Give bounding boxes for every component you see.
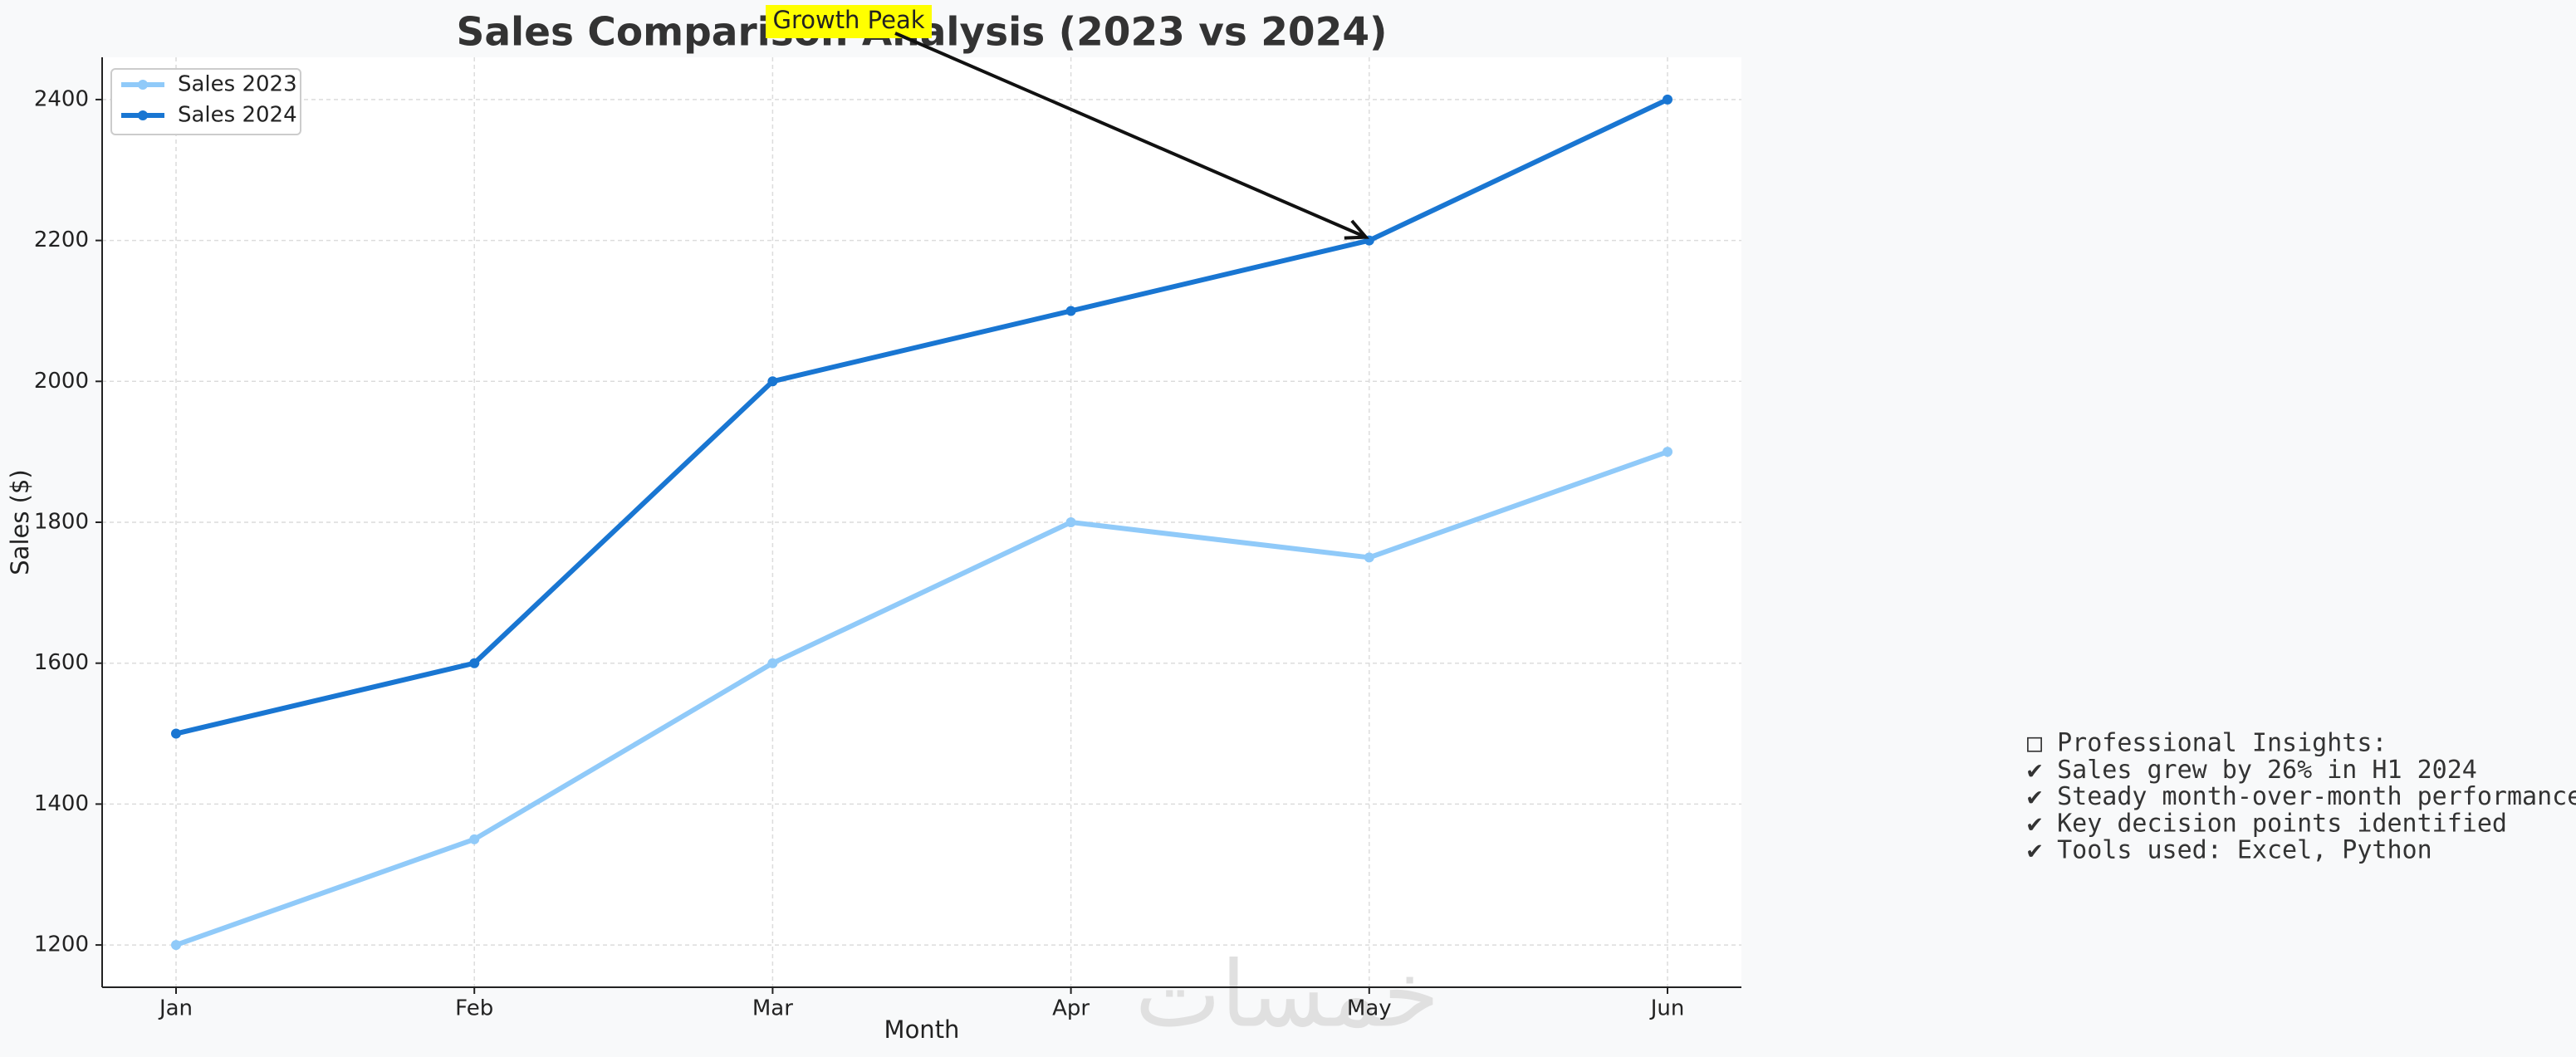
grid — [102, 57, 1741, 987]
legend-label: Sales 2024 — [178, 103, 297, 128]
y-tick-label: 2400 — [34, 86, 89, 111]
insight-line: ✔ Steady month-over-month performance — [2027, 782, 2576, 811]
legend: Sales 2023 Sales 2024 — [110, 68, 301, 135]
point — [469, 658, 480, 668]
annotation-text: Growth Peak — [772, 6, 924, 34]
annotation: Growth Peak — [766, 5, 1370, 240]
point — [767, 658, 778, 668]
point — [1065, 306, 1076, 316]
point — [767, 376, 778, 387]
watermark: خمسات — [1135, 941, 1440, 1047]
y-axis-label: Sales ($) — [6, 469, 34, 575]
point — [469, 834, 480, 844]
series-line — [174, 449, 1669, 947]
point — [1364, 552, 1374, 563]
point — [1065, 517, 1076, 527]
x-tick-label: Mar — [752, 996, 793, 1021]
point — [171, 728, 181, 739]
x-axis-label: Month — [884, 1015, 960, 1044]
point — [1663, 94, 1672, 105]
x-tick-label: Jun — [1649, 996, 1685, 1021]
y-tick-label: 1200 — [34, 932, 89, 957]
x-tick-label: May — [1347, 996, 1392, 1021]
point — [171, 940, 181, 951]
x-tick-label: Apr — [1052, 996, 1090, 1021]
y-tick-label: 1600 — [34, 650, 89, 675]
annotation-arrow — [894, 32, 1367, 239]
annotation-box — [766, 5, 932, 38]
y-tick-label: 2200 — [34, 228, 89, 252]
legend-marker — [138, 110, 148, 120]
y-tick-label: 1800 — [34, 510, 89, 535]
legend-marker — [138, 80, 148, 90]
insights: □ Professional Insights:✔ Sales grew by … — [2027, 729, 2576, 865]
x-tick-label: Feb — [455, 996, 493, 1021]
legend-label: Sales 2023 — [178, 72, 297, 97]
y-tick-label: 2000 — [34, 369, 89, 394]
series-lines — [171, 94, 1672, 951]
x-tick-label: Jan — [158, 996, 193, 1021]
annotation-arrowhead — [1344, 219, 1370, 240]
insight-line: □ Professional Insights: — [2027, 729, 2387, 758]
insight-line: ✔ Sales grew by 26% in H1 2024 — [2027, 756, 2477, 785]
y-tick-label: 1400 — [34, 791, 89, 816]
series-line — [175, 97, 1669, 736]
insight-line: ✔ Key decision points identified — [2027, 809, 2507, 838]
point — [1663, 447, 1672, 458]
insight-line: ✔ Tools used: Excel, Python — [2027, 836, 2432, 865]
